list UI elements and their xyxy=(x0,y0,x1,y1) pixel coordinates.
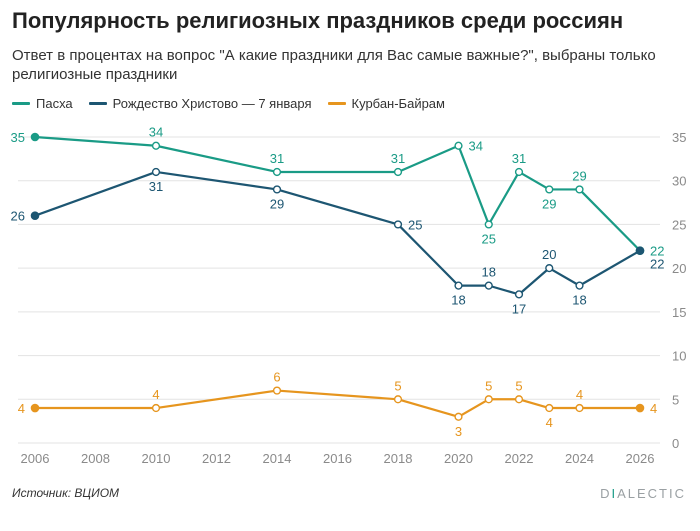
data-point-kurban xyxy=(575,403,584,413)
brand-logo-part: D xyxy=(600,486,612,501)
data-label-kurban: 4 xyxy=(576,387,583,402)
series-line-christmas xyxy=(34,170,641,296)
legend-label-christmas: Рождество Христово — 7 января xyxy=(112,96,312,111)
y-tick-label: 30 xyxy=(672,174,686,189)
data-label-kurban: 6 xyxy=(273,370,280,385)
legend-label-pascha: Пасха xyxy=(36,96,73,111)
data-point-pascha xyxy=(454,141,463,150)
data-label-pascha: 34 xyxy=(469,139,483,154)
data-point-kurban xyxy=(393,395,403,404)
data-point-christmas xyxy=(151,167,161,177)
x-tick-label: 2016 xyxy=(323,451,352,466)
data-label-pascha: 34 xyxy=(149,125,163,140)
data-point-kurban xyxy=(484,395,493,404)
data-label-kurban: 5 xyxy=(394,378,401,393)
data-label-christmas: 20 xyxy=(542,247,556,262)
data-label-pascha: 29 xyxy=(572,168,586,183)
data-point-pascha xyxy=(151,141,161,150)
data-point-christmas xyxy=(272,185,282,194)
data-point-christmas xyxy=(484,281,493,290)
data-point-christmas xyxy=(545,264,554,273)
brand-logo-accent: I xyxy=(611,486,618,501)
x-tick-label: 2022 xyxy=(505,451,534,466)
data-label-christmas: 18 xyxy=(572,293,586,308)
data-point-kurban xyxy=(635,403,645,413)
y-tick-label: 15 xyxy=(672,305,686,320)
data-point-pascha xyxy=(545,185,554,194)
x-tick-label: 2024 xyxy=(565,451,594,466)
chart-subtitle: Ответ в процентах на вопрос "А какие пра… xyxy=(12,47,656,83)
data-point-kurban xyxy=(151,403,161,413)
data-label-christmas: 17 xyxy=(512,301,526,316)
data-point-christmas xyxy=(575,281,584,290)
data-label-kurban: 4 xyxy=(650,401,657,416)
data-label-pascha: 22 xyxy=(650,244,664,259)
data-label-kurban: 5 xyxy=(515,378,522,393)
data-label-kurban: 4 xyxy=(18,401,25,416)
data-label-christmas: 18 xyxy=(451,293,465,308)
data-label-christmas: 31 xyxy=(149,179,163,194)
data-point-pascha xyxy=(575,185,584,194)
data-label-christmas: 22 xyxy=(650,257,664,272)
data-point-pascha xyxy=(514,167,524,177)
data-point-pascha xyxy=(393,167,403,177)
data-label-christmas: 26 xyxy=(11,209,25,224)
y-tick-label: 10 xyxy=(672,349,686,364)
data-point-christmas xyxy=(30,211,40,220)
brand-logo: DIALECTIC xyxy=(600,486,686,501)
data-label-christmas: 29 xyxy=(270,196,284,211)
x-tick-label: 2026 xyxy=(626,451,655,466)
chart-title: Популярность религиозных праздников сред… xyxy=(12,8,624,33)
legend-label-kurban: Курбан-Байрам xyxy=(351,96,445,111)
source-note: Источник: ВЦИОМ xyxy=(12,486,120,500)
series-line-kurban xyxy=(35,389,640,418)
brand-logo-part: ALECTIC xyxy=(617,486,686,501)
y-tick-label: 25 xyxy=(672,217,686,232)
y-tick-label: 20 xyxy=(672,261,686,276)
data-label-pascha: 25 xyxy=(482,231,496,246)
data-point-kurban xyxy=(454,412,463,421)
legend-item-pascha: Пасха xyxy=(12,96,73,111)
legend-swatch-kurban xyxy=(327,102,346,105)
data-point-pascha xyxy=(272,167,282,177)
data-label-kurban: 5 xyxy=(485,378,492,393)
data-point-pascha xyxy=(30,132,40,142)
data-label-kurban: 3 xyxy=(455,424,462,439)
x-tick-label: 2012 xyxy=(202,451,231,466)
data-point-kurban xyxy=(545,403,554,413)
data-point-pascha xyxy=(484,220,493,229)
y-tick-label: 5 xyxy=(672,392,679,407)
data-point-kurban xyxy=(514,395,524,404)
x-tick-label: 2008 xyxy=(81,451,110,466)
x-tick-label: 2018 xyxy=(384,451,413,466)
legend: Пасха Рождество Христово — 7 января Курб… xyxy=(12,96,445,111)
data-point-christmas xyxy=(454,281,463,290)
data-label-pascha: 31 xyxy=(270,151,284,166)
legend-swatch-christmas xyxy=(88,102,107,105)
data-label-pascha: 35 xyxy=(11,130,25,145)
x-tick-label: 2010 xyxy=(142,451,171,466)
data-label-pascha: 29 xyxy=(542,196,556,211)
data-label-pascha: 31 xyxy=(391,151,405,166)
legend-item-christmas: Рождество Христово — 7 января xyxy=(88,96,312,111)
series-line-pascha xyxy=(34,135,641,252)
data-label-kurban: 4 xyxy=(546,415,553,430)
data-point-kurban xyxy=(30,403,40,413)
y-tick-label: 0 xyxy=(672,436,679,451)
x-tick-label: 2020 xyxy=(444,451,473,466)
data-label-christmas: 25 xyxy=(408,217,422,232)
data-label-christmas: 18 xyxy=(482,265,496,280)
legend-item-kurban: Курбан-Байрам xyxy=(327,96,445,111)
x-tick-label: 2014 xyxy=(263,451,292,466)
legend-swatch-pascha xyxy=(12,102,30,105)
data-label-pascha: 31 xyxy=(512,151,526,166)
data-point-christmas xyxy=(393,220,403,229)
y-tick-label: 35 xyxy=(672,130,686,145)
x-tick-label: 2006 xyxy=(21,451,50,466)
data-point-kurban xyxy=(272,386,282,395)
data-point-christmas xyxy=(514,290,524,299)
data-label-kurban: 4 xyxy=(152,387,159,402)
data-point-christmas xyxy=(635,246,645,255)
